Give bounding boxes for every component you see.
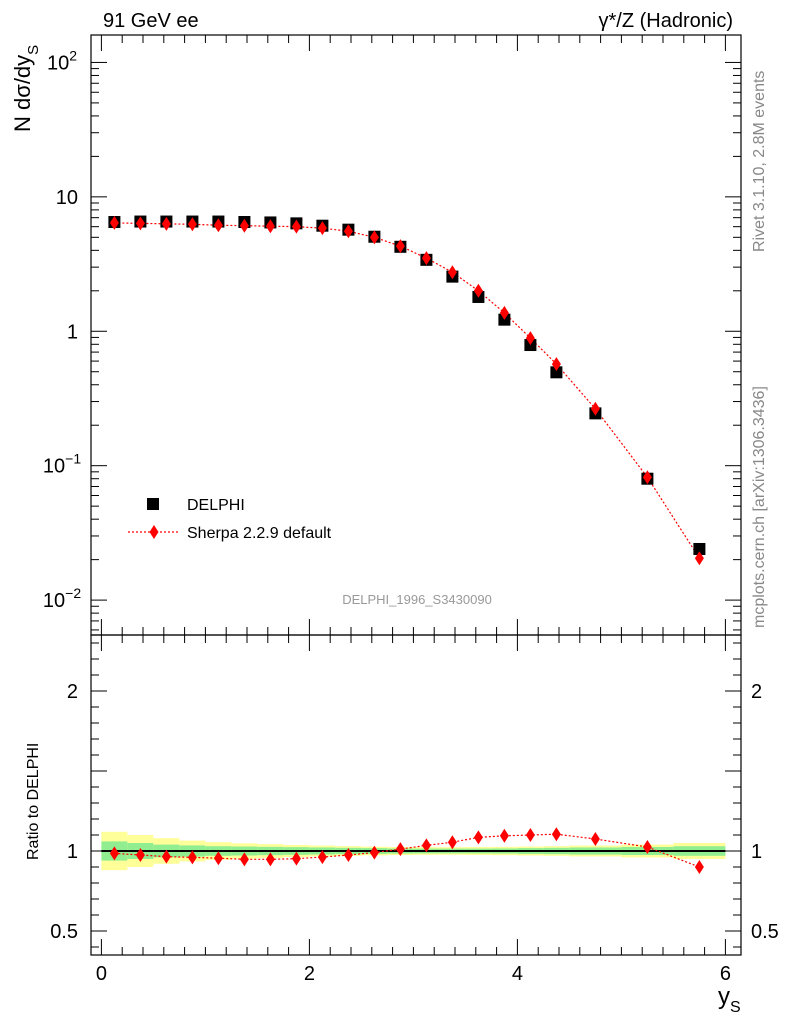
mc-point — [369, 230, 379, 245]
ratio-mc-point — [291, 851, 301, 866]
legend-data-marker — [147, 498, 159, 510]
ratio-mc-point — [642, 840, 652, 854]
ratio-mc-point — [109, 846, 119, 861]
mc-point — [317, 221, 327, 236]
main-panel: 10−2 10−1 1 10 102 — [43, 34, 742, 636]
ratio-mc-point — [421, 838, 431, 853]
ratio-panel: 0 2 4 6 0.5 0.5 1 1 2 2 — [50, 634, 779, 985]
ratio-mc-point — [135, 848, 145, 862]
mc-point — [291, 219, 301, 234]
main-y-tick-label: 102 — [47, 47, 77, 74]
mc-point — [499, 305, 509, 320]
mc-point — [694, 551, 704, 566]
ratio-mc-point — [343, 848, 353, 862]
ratio-mc-point — [590, 832, 600, 846]
ratio-y-tick-label-right: 0.5 — [751, 921, 779, 943]
ratio-panel-frame — [90, 634, 742, 956]
x-axis-label-subscript: S — [730, 999, 741, 1016]
mc-point — [525, 331, 535, 346]
ratio-mc-point — [447, 835, 457, 850]
ratio-mc-point — [213, 851, 223, 866]
ratio-mc-point — [694, 860, 704, 874]
mc-point — [343, 224, 353, 239]
header-right-title: γ*/Z (Hadronic) — [599, 10, 733, 32]
mc-point — [265, 219, 275, 234]
main-y-axis-label: N dσ/dyS — [10, 45, 42, 132]
data-point — [693, 542, 706, 555]
legend: DELPHI Sherpa 2.2.9 default — [128, 497, 332, 542]
ratio-y-tick-label-right: 2 — [751, 681, 762, 703]
mc-point — [447, 265, 457, 280]
mc-point — [642, 470, 652, 485]
legend-mc-marker — [149, 525, 159, 539]
ratio-mc-point — [317, 850, 327, 865]
mc-point — [421, 251, 431, 266]
legend-mc-label: Sherpa 2.2.9 default — [187, 525, 332, 542]
x-tick-label: 4 — [512, 963, 523, 985]
ratio-y-axis-label: Ratio to DELPHI — [25, 743, 42, 860]
analysis-reference: DELPHI_1996_S3430090 — [342, 592, 492, 607]
x-tick-label: 6 — [720, 963, 731, 985]
ratio-mc-point — [187, 850, 197, 865]
legend-data-label: DELPHI — [187, 497, 245, 514]
mc-point — [473, 283, 483, 298]
ratio-y-tick-label-right: 1 — [751, 841, 762, 863]
main-y-tick-label: 10−1 — [43, 451, 81, 478]
ratio-y-tick-label-left: 2 — [67, 681, 78, 703]
ratio-mc-point — [265, 852, 275, 867]
mc-point — [239, 218, 249, 233]
header-left-title: 91 GeV ee — [103, 10, 199, 32]
ratio-mc-point — [161, 849, 171, 864]
ratio-mc-point — [499, 828, 509, 843]
x-axis-label: yS — [718, 983, 741, 1016]
ratio-y-tick-label-left: 1 — [67, 841, 78, 863]
mc-point — [395, 239, 405, 254]
mc-point — [590, 401, 600, 416]
main-y-axis-label-text: N dσ/dy — [10, 55, 35, 132]
main-y-axis-label-subscript: S — [25, 45, 42, 55]
x-axis-label-text: y — [718, 983, 730, 1010]
ratio-mc-point — [551, 827, 561, 842]
rivet-label: Rivet 3.1.10, 2.8M events — [751, 71, 768, 252]
main-y-tick-label: 10 — [56, 187, 78, 209]
ratio-mc-point — [239, 852, 249, 867]
mc-point — [109, 215, 119, 230]
ratio-mc-point — [369, 845, 379, 860]
ratio-y-tick-label-left: 0.5 — [50, 921, 78, 943]
mc-point — [161, 216, 171, 231]
ratio-mc-point — [473, 830, 483, 845]
mc-point — [187, 217, 197, 232]
mc-point — [135, 216, 145, 231]
data-point — [550, 366, 563, 379]
ratio-mc-point — [395, 842, 405, 857]
mc-point — [551, 357, 561, 372]
mc-point — [213, 218, 223, 233]
main-y-tick-label: 10−2 — [43, 585, 81, 612]
x-tick-label: 2 — [304, 963, 315, 985]
main-panel-frame — [90, 34, 742, 636]
mcplots-label: mcplots.cern.ch [arXiv:1306.3436] — [751, 386, 768, 628]
main-y-tick-label: 1 — [67, 321, 78, 343]
ratio-mc-point — [525, 828, 535, 842]
x-tick-label: 0 — [96, 963, 107, 985]
